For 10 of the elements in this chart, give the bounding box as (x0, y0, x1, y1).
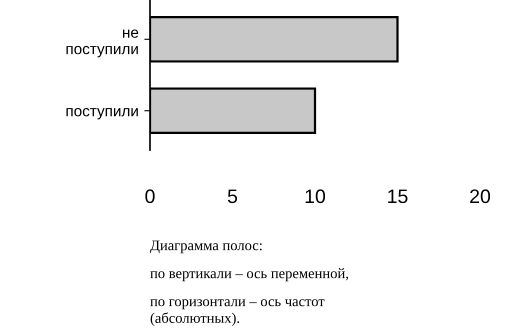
x-tick-label: 15 (388, 190, 408, 204)
x-tick-label: 5 (228, 190, 238, 204)
y-tick-label: поступили (66, 108, 138, 120)
x-tick-label: 0 (145, 189, 155, 204)
x-tick-label: 10 (306, 189, 326, 204)
text: по горизонтали – ось частот (абсолютных). (150, 299, 324, 326)
x-tick-label: 20 (470, 189, 490, 204)
y-tick-label: не поступили (66, 29, 138, 58)
text: Диаграмма полос: (150, 240, 262, 254)
text: по вертикали – ось переменной, (150, 268, 348, 282)
